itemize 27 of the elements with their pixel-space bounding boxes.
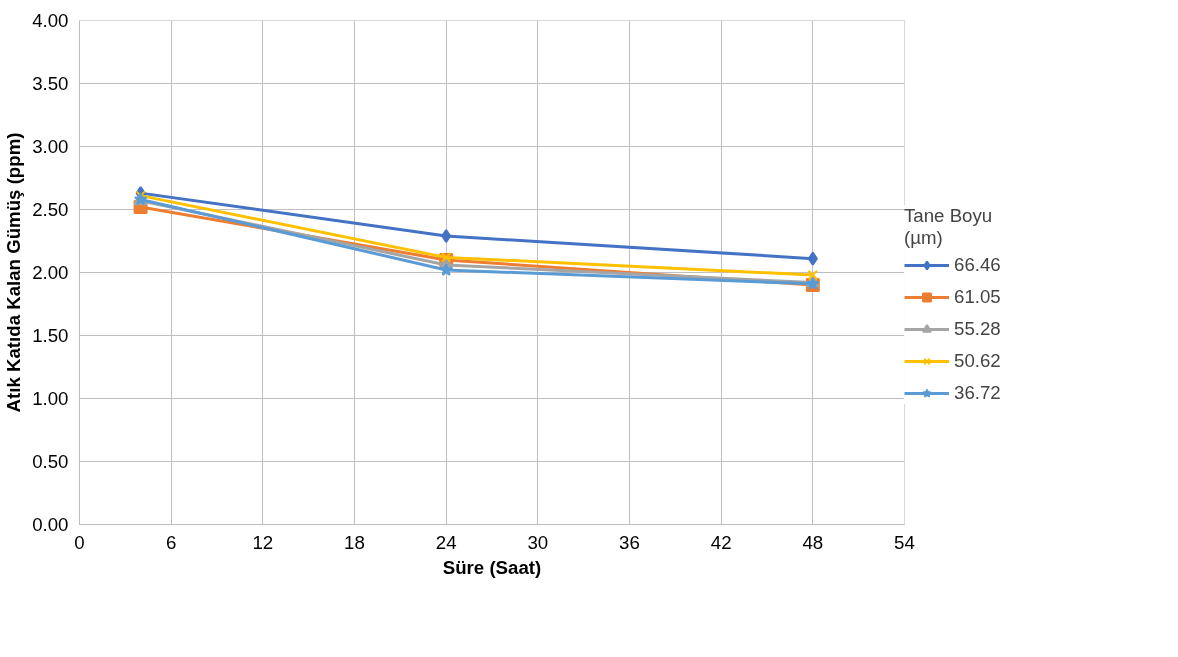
x-tick-label: 18 bbox=[344, 531, 365, 553]
legend-label: 55.28 bbox=[954, 318, 1001, 340]
legend-label: 61.05 bbox=[954, 286, 1001, 308]
x-tick-label: 42 bbox=[710, 531, 732, 553]
y-tick-label: 0.00 bbox=[32, 514, 69, 535]
y-tick-label: 0.50 bbox=[32, 451, 69, 472]
x-tick-label: 12 bbox=[252, 531, 274, 553]
legend-label: 66.46 bbox=[954, 254, 1001, 276]
y-tick-label: 1.00 bbox=[32, 388, 69, 409]
x-tick-label: 48 bbox=[802, 531, 824, 553]
x-tick-label: 30 bbox=[527, 531, 549, 553]
x-axis-title: Süre (Saat) bbox=[442, 556, 542, 578]
x-tick-label: 24 bbox=[435, 531, 457, 553]
y-tick-label: 4.00 bbox=[32, 10, 69, 31]
y-tick-label: 3.00 bbox=[32, 136, 69, 157]
x-tick-label: 36 bbox=[619, 531, 640, 553]
legend-label: 50.62 bbox=[954, 350, 1001, 372]
y-tick-label: 1.50 bbox=[32, 325, 69, 346]
x-tick-label: 54 bbox=[894, 531, 915, 553]
y-tick-label: 2.00 bbox=[32, 262, 69, 283]
y-tick-label: 3.50 bbox=[32, 73, 69, 94]
legend-title: Tane Boyu (µm) bbox=[904, 205, 994, 249]
y-axis-title: Atık Katıda Kalan Gümüş (ppm) bbox=[3, 132, 25, 413]
legend-label: 36.72 bbox=[954, 382, 1001, 404]
y-tick-label: 2.50 bbox=[32, 199, 69, 220]
x-tick-label: 0 bbox=[74, 531, 85, 553]
x-tick-label: 6 bbox=[165, 531, 177, 553]
